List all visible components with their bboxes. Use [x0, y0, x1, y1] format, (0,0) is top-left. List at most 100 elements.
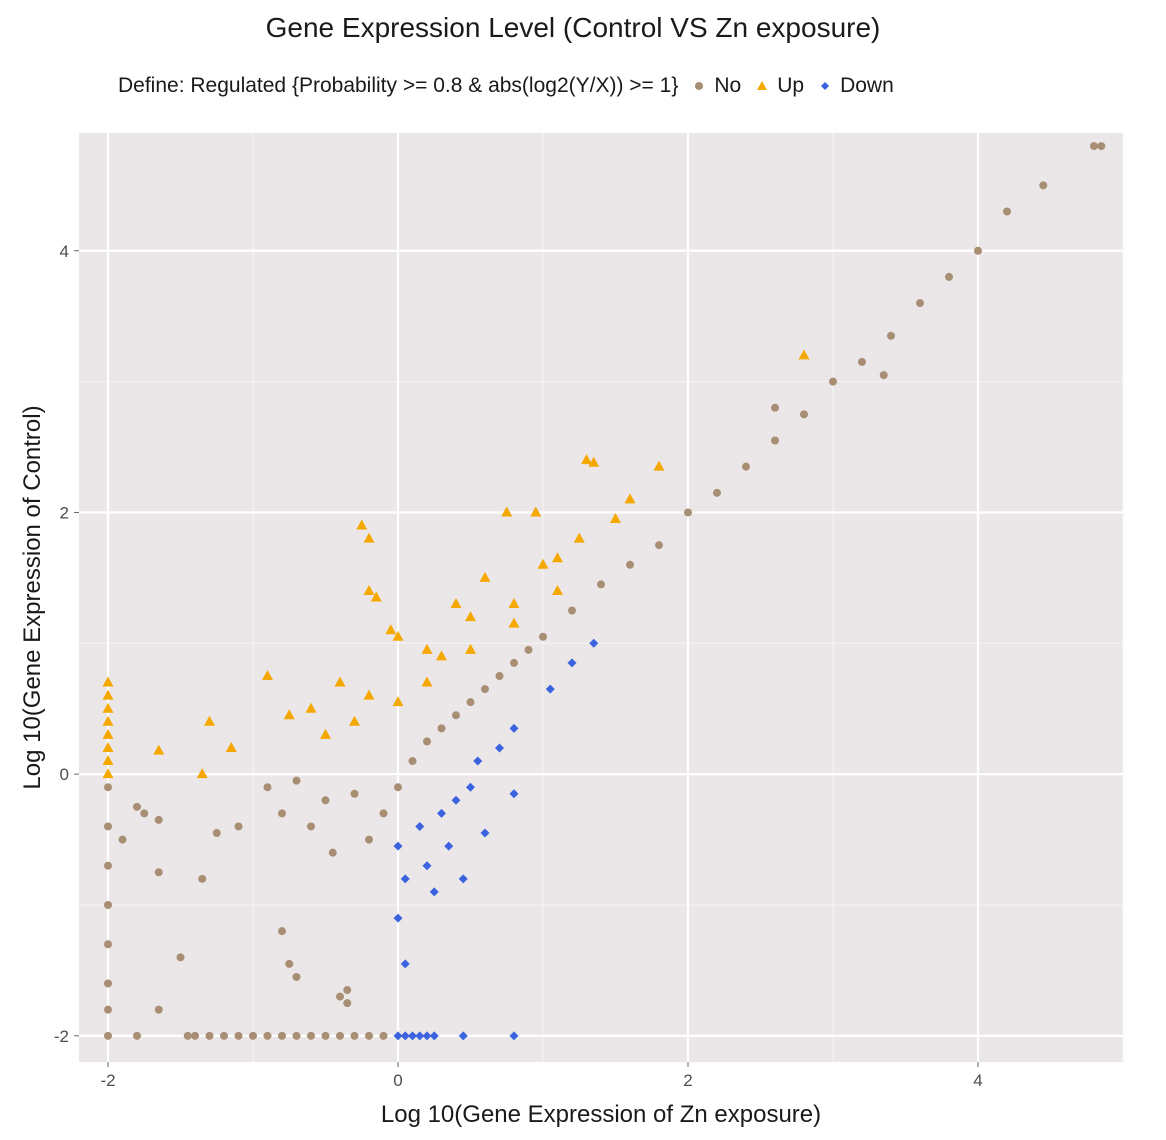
data-point-no — [278, 1031, 286, 1040]
data-point-down — [473, 756, 483, 766]
data-point-up — [537, 558, 549, 569]
data-point-no — [655, 541, 663, 550]
circle-marker-icon — [695, 82, 704, 90]
data-point-down — [589, 638, 599, 648]
data-point-down — [437, 808, 446, 818]
data-point-no — [466, 698, 475, 707]
data-point-up — [798, 349, 810, 360]
y-tick-label: 0 — [60, 765, 69, 784]
data-point-up — [349, 715, 360, 726]
data-point-no — [278, 927, 286, 936]
data-point-no — [104, 1031, 112, 1040]
data-point-no — [292, 1031, 301, 1040]
data-point-no — [263, 1031, 272, 1040]
data-point-no — [510, 658, 518, 667]
data-point-no — [278, 809, 286, 818]
data-point-no — [423, 737, 431, 746]
legend-label-down: Down — [840, 74, 894, 97]
data-point-no — [154, 1005, 163, 1014]
y-axis-title: Log 10(Gene Expression of Control) — [19, 405, 46, 789]
data-point-down — [429, 887, 439, 897]
data-point-no — [220, 1031, 228, 1040]
data-point-no — [437, 724, 446, 733]
data-point-no — [379, 809, 388, 818]
data-point-no — [452, 711, 460, 720]
y-tick-label: -2 — [54, 1027, 69, 1046]
data-point-no — [539, 632, 547, 641]
data-point-up — [102, 715, 114, 726]
data-point-no — [328, 848, 337, 857]
data-point-down — [567, 658, 577, 668]
data-point-no — [350, 789, 359, 798]
data-point-no — [343, 999, 352, 1008]
data-point-no — [350, 1031, 359, 1040]
data-point-no — [307, 822, 315, 831]
data-point-no — [336, 992, 344, 1001]
data-point-no — [879, 371, 888, 380]
data-point-no — [336, 1031, 344, 1040]
data-point-no — [104, 979, 112, 988]
data-point-no — [285, 959, 294, 968]
data-point-up — [653, 460, 665, 471]
data-point-no — [524, 645, 533, 654]
data-point-up — [530, 506, 542, 517]
data-point-down — [495, 743, 504, 753]
x-tick-label: 0 — [393, 1071, 402, 1090]
data-point-no — [321, 1031, 330, 1040]
data-point-down — [400, 1031, 410, 1041]
data-point-no — [104, 822, 112, 831]
data-point-up — [508, 617, 520, 628]
data-point-no — [104, 861, 112, 870]
data-point-no — [104, 1005, 112, 1014]
data-point-down — [393, 913, 403, 923]
data-point-up — [385, 624, 397, 635]
data-point-up — [363, 689, 375, 700]
data-point-up — [479, 571, 491, 582]
data-point-up — [225, 741, 237, 752]
diamond-marker-icon — [821, 82, 830, 90]
data-point-up — [552, 584, 563, 595]
data-point-no — [191, 1031, 199, 1040]
data-point-down — [509, 1031, 519, 1041]
data-point-up — [363, 532, 375, 543]
legend-title: Define: Regulated {Probability >= 0.8 & … — [118, 74, 679, 97]
data-point-up — [421, 676, 433, 687]
data-point-up — [465, 643, 476, 654]
data-point-up — [356, 519, 368, 530]
data-point-no — [176, 953, 185, 962]
data-point-up — [305, 702, 317, 713]
x-axis-title: Log 10(Gene Expression of Zn exposure) — [381, 1101, 821, 1128]
data-point-no — [198, 874, 207, 883]
data-point-no — [118, 835, 127, 844]
data-point-down — [393, 841, 403, 851]
data-point-no — [104, 900, 112, 909]
x-tick-label: -2 — [100, 1071, 115, 1090]
data-point-no — [713, 488, 721, 497]
data-point-no — [742, 462, 750, 471]
data-point-up — [334, 676, 346, 687]
legend-entry-down: Down — [818, 74, 894, 98]
data-point-no — [205, 1031, 214, 1040]
data-point-up — [196, 768, 208, 779]
data-point-no — [684, 508, 692, 517]
data-point-no — [263, 783, 272, 792]
data-point-no — [829, 377, 837, 386]
data-point-down — [422, 861, 432, 871]
data-point-no — [568, 606, 576, 615]
data-point-up — [370, 591, 382, 602]
data-point-up — [283, 709, 295, 720]
data-point-no — [495, 672, 504, 681]
data-point-no — [154, 815, 163, 824]
data-point-no — [481, 685, 489, 694]
legend: Define: Regulated {Probability >= 0.8 & … — [118, 74, 894, 98]
data-point-no — [104, 783, 112, 792]
data-point-no — [974, 246, 982, 255]
data-point-no — [626, 560, 634, 569]
data-point-no — [597, 580, 605, 589]
data-point-up — [392, 696, 404, 707]
data-point-no — [408, 757, 417, 766]
data-point-no — [771, 403, 779, 412]
data-point-down — [408, 1031, 417, 1041]
data-point-down — [422, 1031, 432, 1041]
